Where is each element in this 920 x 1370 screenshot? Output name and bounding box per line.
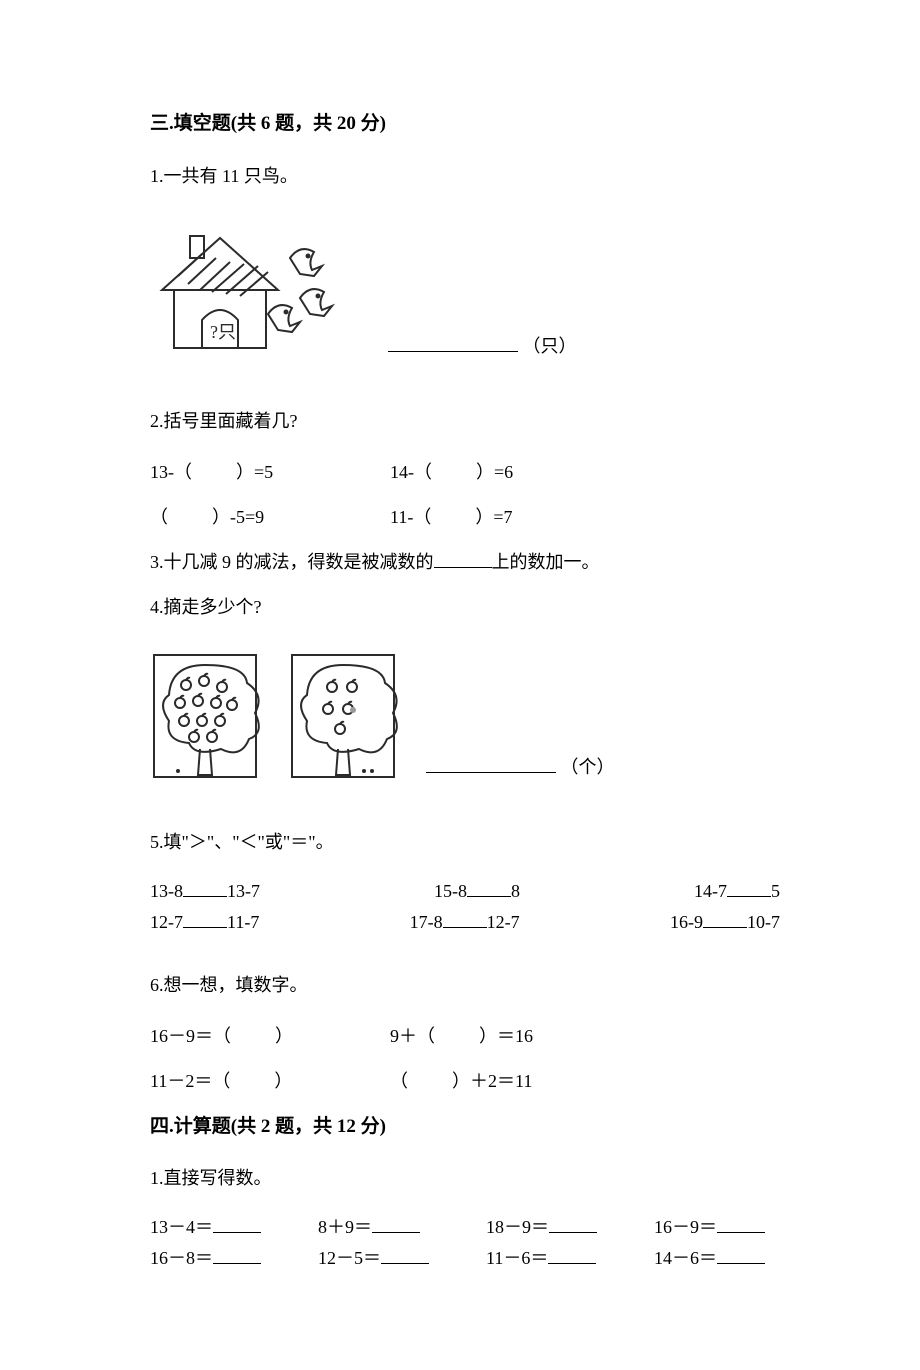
s4-q1-prompt: 1.直接写得数。 — [150, 1165, 780, 1192]
q5-r1c3-blank[interactable] — [727, 879, 771, 897]
q3-post: 上的数加一。 — [492, 552, 600, 572]
q2-r1a: 13-（ ）=5 — [150, 459, 310, 486]
s4-r1c1: 13－4＝ — [150, 1217, 213, 1237]
q1-blank[interactable] — [388, 334, 518, 352]
q6-r2b-post: ）＋2＝11 — [452, 1071, 532, 1091]
q2-r1a-post: ）=5 — [236, 462, 273, 482]
s4-r2c4-blank[interactable] — [717, 1246, 765, 1264]
q4-image-tree-after — [288, 651, 398, 781]
s4-q1: 1.直接写得数。 13－4＝ 8＋9＝ 18－9＝ 16－9＝ 16－8＝ 12… — [150, 1165, 780, 1272]
q5-r1c3-r: 5 — [771, 881, 780, 901]
q6-r1b-post: ）＝16 — [479, 1026, 533, 1046]
q6-r2b-pre: （ — [390, 1071, 408, 1091]
q6-r1b-pre: 9＋（ — [390, 1026, 435, 1046]
s4-r2c3: 11－6＝ — [486, 1248, 548, 1268]
q6-r1b: 9＋（ ）＝16 — [390, 1023, 550, 1050]
q1-answer-area: （只） — [388, 333, 577, 360]
q6-r1a-pre: 16－9＝（ — [150, 1026, 231, 1046]
s4-r2c3-blank[interactable] — [548, 1246, 596, 1264]
q5-r2c3-blank[interactable] — [703, 910, 747, 928]
s4-r2c4: 14－6＝ — [654, 1248, 717, 1268]
q2-r2a-pre: （ — [150, 507, 168, 527]
q5-r1c1-blank[interactable] — [183, 879, 227, 897]
q2-prompt: 2.括号里面藏着几? — [150, 408, 780, 435]
q2-r1b-post: ）=6 — [476, 462, 513, 482]
q5-r2c1-r: 11-7 — [227, 912, 259, 932]
q5-r2c1-blank[interactable] — [183, 910, 227, 928]
q6-r2b: （ ）＋2＝11 — [390, 1068, 550, 1095]
q2-r1b-pre: 14-（ — [390, 462, 432, 482]
s4-r2c1: 16－8＝ — [150, 1248, 213, 1268]
s4-q1-row2: 16－8＝ 12－5＝ 11－6＝ 14－6＝ — [150, 1245, 780, 1272]
q5-r2c3-r: 10-7 — [747, 912, 780, 932]
q5-r2c1-l: 12-7 — [150, 912, 183, 932]
section4-title: 四.计算题(共 2 题，共 12 分) — [150, 1113, 780, 1142]
section3-title: 三.填空题(共 6 题，共 20 分) — [150, 110, 780, 139]
s4-r2c2-blank[interactable] — [381, 1246, 429, 1264]
q5-r1c3-l: 14-7 — [694, 881, 727, 901]
q5: 5.填"＞"、"＜"或"＝"。 13-8 13-7 15-8 8 14-7 5 12-… — [150, 829, 780, 936]
q5-r2c2-blank[interactable] — [443, 910, 487, 928]
s4-r1c2-blank[interactable] — [372, 1215, 420, 1233]
s4-r1c1-blank[interactable] — [213, 1215, 261, 1233]
q5-row1: 13-8 13-7 15-8 8 14-7 5 — [150, 878, 780, 905]
q4-answer-area: （个） — [426, 754, 615, 781]
q1-unit: （只） — [523, 336, 577, 356]
center-dot-icon — [350, 707, 356, 713]
s4-r1c2: 8＋9＝ — [318, 1217, 372, 1237]
q4-prompt: 4.摘走多少个? — [150, 594, 780, 621]
q2-r2a: （ ）-5=9 — [150, 504, 310, 531]
q3-pre: 3.十几减 9 的减法，得数是被减数的 — [150, 552, 434, 572]
q2-r2b-post: ）=7 — [475, 507, 512, 527]
q4-blank[interactable] — [426, 755, 556, 773]
q5-prompt: 5.填"＞"、"＜"或"＝"。 — [150, 829, 780, 856]
q2: 2.括号里面藏着几? 13-（ ）=5 14-（ ）=6 （ ）-5=9 11-（ ）=… — [150, 408, 780, 531]
q4: 4.摘走多少个? — [150, 594, 780, 781]
s4-q1-row1: 13－4＝ 8＋9＝ 18－9＝ 16－9＝ — [150, 1214, 780, 1241]
q1: 1.一共有 11 只鸟。 — [150, 163, 780, 360]
q5-r2c3-l: 16-9 — [670, 912, 703, 932]
s4-r1c4-blank[interactable] — [717, 1215, 765, 1233]
q2-r2b: 11-（ ）=7 — [390, 504, 550, 531]
q5-r2c2-r: 12-7 — [487, 912, 520, 932]
q5-r1c1-r: 13-7 — [227, 881, 260, 901]
q5-r1c2-blank[interactable] — [467, 879, 511, 897]
q2-r1b: 14-（ ）=6 — [390, 459, 550, 486]
q5-r2c2-l: 17-8 — [410, 912, 443, 932]
q5-r1c2-r: 8 — [511, 881, 520, 901]
q6-prompt: 6.想一想，填数字。 — [150, 972, 780, 999]
s4-r1c4: 16－9＝ — [654, 1217, 717, 1237]
s4-r1c3-blank[interactable] — [549, 1215, 597, 1233]
q6-r1a-post: ） — [275, 1026, 293, 1046]
q6-r1a: 16－9＝（ ） — [150, 1023, 310, 1050]
q2-r1a-pre: 13-（ — [150, 462, 192, 482]
q5-r1c2-l: 15-8 — [434, 881, 467, 901]
q1-image-house-birds: ?只 — [150, 220, 360, 360]
q6-r2a-post: ） — [274, 1071, 292, 1091]
q6-r2a: 11－2＝（ ） — [150, 1068, 310, 1095]
q3-blank[interactable] — [434, 550, 492, 568]
q6: 6.想一想，填数字。 16－9＝（ ） 9＋（ ）＝16 11－2＝（ ） （ ）＋2＝… — [150, 972, 780, 1095]
q3: 3.十几减 9 的减法，得数是被减数的 上的数加一。 — [150, 549, 780, 576]
q5-row2: 12-7 11-7 17-8 12-7 16-9 10-7 — [150, 909, 780, 936]
q2-r2a-post: ）-5=9 — [212, 507, 264, 527]
s4-r1c3: 18－9＝ — [486, 1217, 549, 1237]
s4-r2c1-blank[interactable] — [213, 1246, 261, 1264]
q4-image-tree-before — [150, 651, 260, 781]
q1-prompt: 1.一共有 11 只鸟。 — [150, 163, 780, 190]
q5-r1c1-l: 13-8 — [150, 881, 183, 901]
q4-unit: （个） — [561, 757, 615, 777]
q6-r2a-pre: 11－2＝（ — [150, 1071, 230, 1091]
svg-text:?只: ?只 — [210, 322, 236, 342]
s4-r2c2: 12－5＝ — [318, 1248, 381, 1268]
q2-r2b-pre: 11-（ — [390, 507, 431, 527]
